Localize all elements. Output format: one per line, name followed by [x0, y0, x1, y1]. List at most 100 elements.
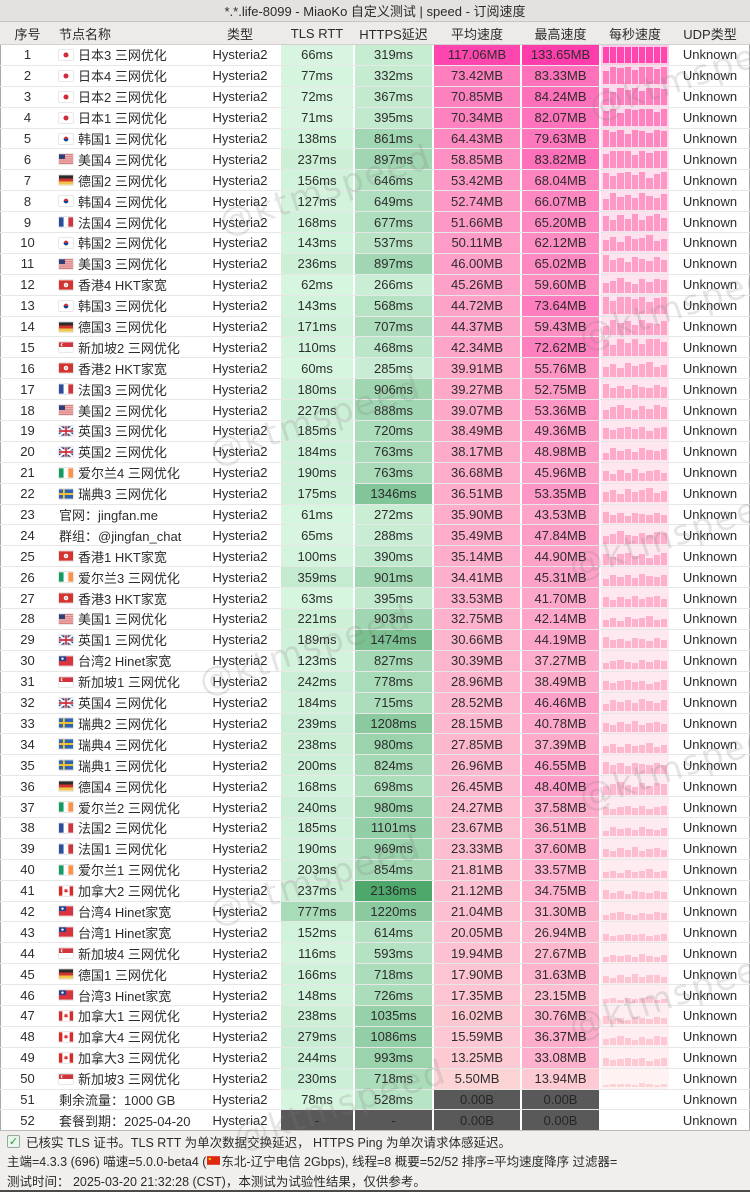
- speed-sparkline: [603, 778, 667, 795]
- sparkline-bar: [610, 193, 617, 210]
- sparkline-bar: [624, 194, 631, 210]
- sparkline-bar: [603, 1058, 610, 1067]
- cell-node-name: 台湾3 Hinet家宽: [55, 985, 200, 1005]
- cell-index: 43: [20, 924, 35, 940]
- cell-https-latency: 2136ms: [354, 880, 433, 901]
- sparkline-bar: [617, 386, 624, 398]
- tls-verified-check-icon: ✓: [7, 1135, 20, 1149]
- node-name-label: 日本1 三网优化: [78, 111, 167, 127]
- cell-udp-type: Unknown: [682, 235, 738, 251]
- sparkline-bar: [610, 725, 617, 732]
- cell-max-speed: 65.02MB: [521, 253, 600, 274]
- sparkline-bar: [631, 325, 639, 335]
- speed-sparkline: [603, 1049, 667, 1067]
- cell-avg-speed: 70.85MB: [433, 86, 521, 107]
- cell-https-latency: 319ms: [354, 45, 433, 65]
- sparkline-bar: [624, 1038, 631, 1046]
- cell-tls-rtt: 189ms: [280, 629, 354, 650]
- cell-node-name: 新加坡1 三网优化: [55, 672, 200, 692]
- cell-https-latency: 969ms: [354, 838, 433, 859]
- sparkline-bar: [603, 914, 610, 920]
- sparkline-bar: [631, 871, 639, 879]
- cell-avg-speed: 26.45MB: [433, 776, 521, 797]
- sparkline-bar: [639, 998, 646, 1004]
- sparkline-bar: [610, 364, 617, 377]
- sparkline-bar: [660, 448, 667, 461]
- sparkline-bar: [610, 574, 617, 586]
- cell-tls-rtt: 71ms: [280, 107, 354, 128]
- sparkline-bar: [603, 722, 610, 732]
- cell-avg-speed: 46.00MB: [433, 253, 521, 274]
- sparkline-bar: [639, 1036, 646, 1046]
- sparkline-bar: [617, 596, 624, 607]
- sparkline-bar: [631, 299, 639, 315]
- cell-index: 14: [20, 319, 35, 335]
- cell-protocol-type: Hysteria2: [212, 674, 268, 690]
- sparkline-bar: [639, 109, 646, 127]
- sparkline-bar: [653, 297, 660, 315]
- sparkline-bar: [653, 912, 660, 920]
- sparkline-bar: [646, 975, 653, 983]
- cell-udp-type: Unknown: [682, 527, 738, 543]
- sparkline-bar: [603, 297, 610, 315]
- cell-https-latency: 903ms: [354, 609, 433, 629]
- sparkline-bar: [624, 134, 631, 147]
- sparkline-bar: [610, 150, 617, 168]
- cell-tls-rtt: 78ms: [280, 1089, 354, 1110]
- speed-sparkline: [603, 736, 667, 753]
- sparkline-bar: [603, 88, 610, 106]
- sparkline-bar: [646, 132, 653, 147]
- node-name-label: 加拿大1 三网优化: [78, 1009, 180, 1025]
- speed-sparkline: [603, 715, 667, 732]
- table-row: 45 德国1 三网优化 Hysteria2 166ms 718ms 17.90MB 31.6…: [0, 964, 750, 986]
- cell-https-latency: 332ms: [354, 65, 433, 86]
- cell-avg-speed: 28.96MB: [433, 671, 521, 692]
- cell-https-latency: 763ms: [354, 462, 433, 483]
- sparkline-bar: [653, 782, 660, 795]
- cell-protocol-type: Hysteria2: [212, 465, 268, 481]
- sparkline-bar: [653, 405, 660, 419]
- sparkline-bar: [639, 1018, 646, 1025]
- cell-max-speed: 34.75MB: [521, 880, 600, 901]
- sparkline-bar: [639, 699, 646, 711]
- cell-per-second-speed: [600, 483, 670, 504]
- sparkline-bar: [653, 88, 660, 106]
- cell-tls-rtt: 238ms: [280, 1005, 354, 1026]
- sparkline-bar: [624, 828, 631, 837]
- table-row: 43 台湾1 Hinet家宽 Hysteria2 152ms 614ms 20.05MB 2…: [0, 922, 750, 944]
- cell-tls-rtt: 63ms: [280, 588, 354, 609]
- sparkline-bar: [603, 1016, 610, 1025]
- cell-index: 15: [20, 339, 35, 355]
- column-header-2: 类型: [226, 26, 253, 42]
- cell-protocol-type: Hysteria2: [212, 131, 268, 146]
- sparkline-bar: [624, 661, 631, 670]
- cell-max-speed: 13.94MB: [521, 1068, 600, 1089]
- node-name-label: 法国4 三网优化: [78, 215, 167, 231]
- cell-avg-speed: 24.27MB: [433, 797, 521, 817]
- sparkline-bar: [631, 491, 639, 503]
- speed-sparkline: [603, 402, 667, 419]
- sparkline-bar: [624, 449, 631, 461]
- sparkline-bar: [639, 599, 646, 607]
- cell-index: 22: [20, 486, 35, 502]
- sparkline-bar: [617, 297, 624, 315]
- cell-tls-rtt: 190ms: [280, 462, 354, 483]
- cell-per-second-speed: [600, 1110, 670, 1131]
- node-name-label: 台湾3 Hinet家宽: [78, 988, 172, 1004]
- sparkline-bar: [603, 46, 610, 64]
- speed-sparkline: [603, 381, 667, 398]
- cell-max-speed: 46.46MB: [521, 692, 600, 713]
- cell-node-name: 瑞典3 三网优化: [55, 484, 200, 504]
- cell-tls-rtt: 156ms: [280, 170, 354, 191]
- sparkline-bar: [646, 1084, 653, 1088]
- cell-udp-type: Unknown: [682, 883, 738, 899]
- flag-icon-tw: [59, 906, 73, 917]
- cell-udp-type: Unknown: [682, 110, 738, 126]
- sparkline-bar: [610, 387, 617, 398]
- cell-tls-rtt: 65ms: [280, 525, 354, 546]
- sparkline-bar: [610, 764, 617, 774]
- flag-icon-hk: [59, 551, 73, 561]
- cell-avg-speed: 39.07MB: [433, 400, 521, 421]
- cell-avg-speed: 117.06MB: [433, 45, 521, 65]
- cell-avg-speed: 35.90MB: [433, 504, 521, 525]
